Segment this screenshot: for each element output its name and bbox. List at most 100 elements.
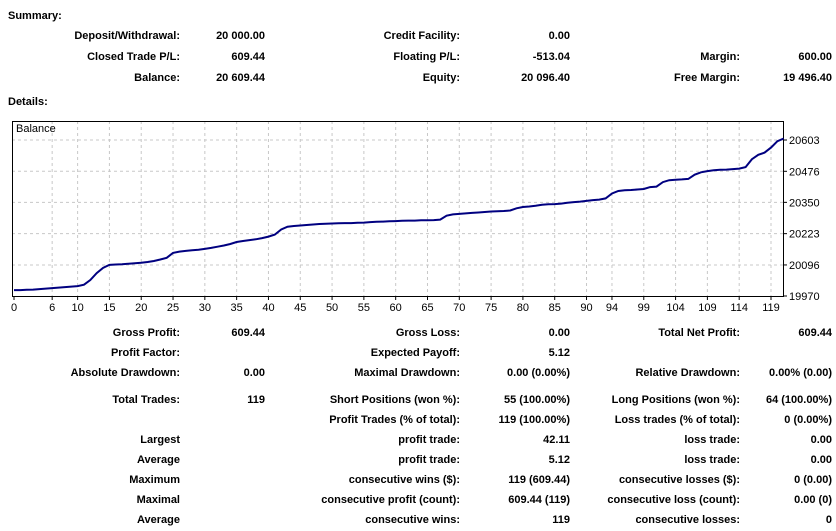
stat-value bbox=[740, 26, 832, 47]
stat-value: 5.12 bbox=[548, 347, 570, 359]
x-tick-label: 0 bbox=[11, 302, 17, 314]
stat-label: Relative Drawdown: bbox=[635, 367, 740, 379]
stat-row: Profit Factor: Expected Payoff: 5.12 bbox=[0, 343, 832, 363]
x-tick-label: 85 bbox=[549, 302, 561, 314]
stat-label: Total Net Profit: bbox=[658, 327, 740, 339]
stat-value: 119 bbox=[247, 394, 265, 406]
stat-label: Maximal Drawdown: bbox=[354, 367, 460, 379]
stat-label: Absolute Drawdown: bbox=[70, 367, 180, 379]
stat-label: Free Margin: bbox=[673, 72, 740, 84]
stat-value: 0.00 (0.00%) bbox=[507, 367, 570, 379]
stat-row: Average consecutive wins: 119 consecutive l… bbox=[0, 510, 832, 530]
stat-row: Profit Trades (% of total): 119 (100.00%)… bbox=[0, 410, 832, 430]
x-tick-label: 35 bbox=[231, 302, 243, 314]
stat-value bbox=[740, 343, 832, 363]
stat-label: Loss trades (% of total): bbox=[614, 414, 740, 426]
stat-label: Balance: bbox=[134, 72, 180, 84]
y-tick-label: 19970 bbox=[789, 291, 820, 303]
stat-label: Maximum bbox=[129, 474, 180, 486]
stat-value: 119 (100.00%) bbox=[498, 414, 570, 426]
stat-label: Average bbox=[136, 514, 180, 526]
stat-label: Total Trades: bbox=[112, 394, 180, 406]
y-tick-label: 20096 bbox=[789, 260, 820, 272]
x-tick-label: 65 bbox=[421, 302, 433, 314]
x-tick-label: 104 bbox=[666, 302, 684, 314]
stat-label bbox=[570, 26, 740, 47]
stat-row: Gross Profit: 609.44 Gross Loss: 0.00 Total … bbox=[0, 323, 832, 343]
balance-line bbox=[14, 137, 785, 292]
stat-value: 20 000.00 bbox=[216, 30, 265, 42]
stat-value bbox=[180, 430, 265, 450]
x-tick-label: 90 bbox=[580, 302, 592, 314]
stat-value: 0.00% (0.00) bbox=[769, 367, 832, 379]
x-tick-label: 20 bbox=[135, 302, 147, 314]
stat-value: 0.00 bbox=[548, 30, 570, 42]
stat-value: 0.00 bbox=[810, 454, 832, 466]
x-tick-label: 15 bbox=[103, 302, 115, 314]
stat-value: 609.44 bbox=[231, 327, 265, 339]
stat-label: loss trade: bbox=[684, 454, 740, 466]
stat-label: Closed Trade P/L: bbox=[87, 51, 180, 63]
stat-row: Maximum consecutive wins ($): 119 (609.44)… bbox=[0, 470, 832, 490]
stat-row: Deposit/Withdrawal: 20 000.00 Credit Facil… bbox=[0, 26, 832, 47]
stat-label: Gross Profit: bbox=[112, 327, 180, 339]
stat-row: Absolute Drawdown: 0.00 Maximal Drawdown: 0… bbox=[0, 363, 832, 383]
x-tick-label: 6 bbox=[49, 302, 55, 314]
stat-value bbox=[180, 343, 265, 363]
chart-series-label: Balance bbox=[16, 123, 56, 135]
stat-value: 5.12 bbox=[548, 454, 570, 466]
stat-value bbox=[180, 410, 265, 430]
stat-value: 20 096.40 bbox=[521, 72, 570, 84]
stat-value bbox=[180, 450, 265, 470]
stat-value: 600.00 bbox=[798, 51, 832, 63]
stat-value: 0 bbox=[825, 514, 832, 526]
x-tick-label: 45 bbox=[294, 302, 306, 314]
stat-value: 0.00 (0) bbox=[794, 494, 832, 506]
stat-value bbox=[180, 470, 265, 490]
y-tick-label: 20223 bbox=[789, 229, 820, 241]
stat-label: Profit Factor: bbox=[110, 347, 180, 359]
y-tick-label: 20350 bbox=[789, 197, 820, 209]
stat-value: 609.44 (119) bbox=[508, 494, 570, 506]
stat-label: Deposit/Withdrawal: bbox=[74, 30, 180, 42]
stat-value: 609.44 bbox=[798, 327, 832, 339]
x-tick-label: 30 bbox=[199, 302, 211, 314]
stat-label: consecutive losses ($): bbox=[618, 474, 740, 486]
stat-label: Average bbox=[136, 454, 180, 466]
stat-row: Total Trades: 119 Short Positions (won %):… bbox=[0, 390, 832, 410]
stat-label: Credit Facility: bbox=[383, 30, 460, 42]
stat-value: 55 (100.00%) bbox=[503, 394, 570, 406]
stat-label: profit trade: bbox=[398, 434, 460, 446]
details-grid: Gross Profit: 609.44 Gross Loss: 0.00 Total … bbox=[0, 323, 832, 530]
details-section-title: Details: bbox=[8, 96, 48, 108]
stat-label: Gross Loss: bbox=[395, 327, 460, 339]
stat-label: consecutive profit (count): bbox=[321, 494, 460, 506]
x-tick-label: 119 bbox=[762, 302, 780, 314]
stat-value: -513.04 bbox=[532, 51, 570, 63]
stat-row: Balance: 20 609.44 Equity: 20 096.40 Free Ma… bbox=[0, 68, 832, 89]
stat-label: Equity: bbox=[422, 72, 460, 84]
stat-value: 0.00 bbox=[810, 434, 832, 446]
x-tick-label: 70 bbox=[453, 302, 465, 314]
x-tick-label: 50 bbox=[326, 302, 338, 314]
stat-label: loss trade: bbox=[684, 434, 740, 446]
x-tick-label: 114 bbox=[730, 302, 748, 314]
stat-label: Long Positions (won %): bbox=[611, 394, 740, 406]
x-tick-label: 60 bbox=[390, 302, 402, 314]
stat-value: 0 (0.00) bbox=[794, 474, 832, 486]
stat-value: 0.00 bbox=[243, 367, 265, 379]
x-tick-label: 55 bbox=[358, 302, 370, 314]
y-tick-label: 20603 bbox=[789, 135, 820, 147]
stat-label: consecutive wins: bbox=[365, 514, 460, 526]
stat-label: Profit Trades (% of total): bbox=[329, 414, 460, 426]
stat-value: 119 (609.44) bbox=[508, 474, 570, 486]
stat-value: 609.44 bbox=[231, 51, 265, 63]
stat-label: consecutive losses: bbox=[635, 514, 740, 526]
x-tick-label: 40 bbox=[262, 302, 274, 314]
summary-section-title: Summary: bbox=[8, 10, 62, 22]
x-tick-label: 109 bbox=[698, 302, 716, 314]
stat-row: Average profit trade: 5.12 loss trade: 0.00 bbox=[0, 450, 832, 470]
stat-label: profit trade: bbox=[398, 454, 460, 466]
stat-value: 0 (0.00%) bbox=[784, 414, 832, 426]
